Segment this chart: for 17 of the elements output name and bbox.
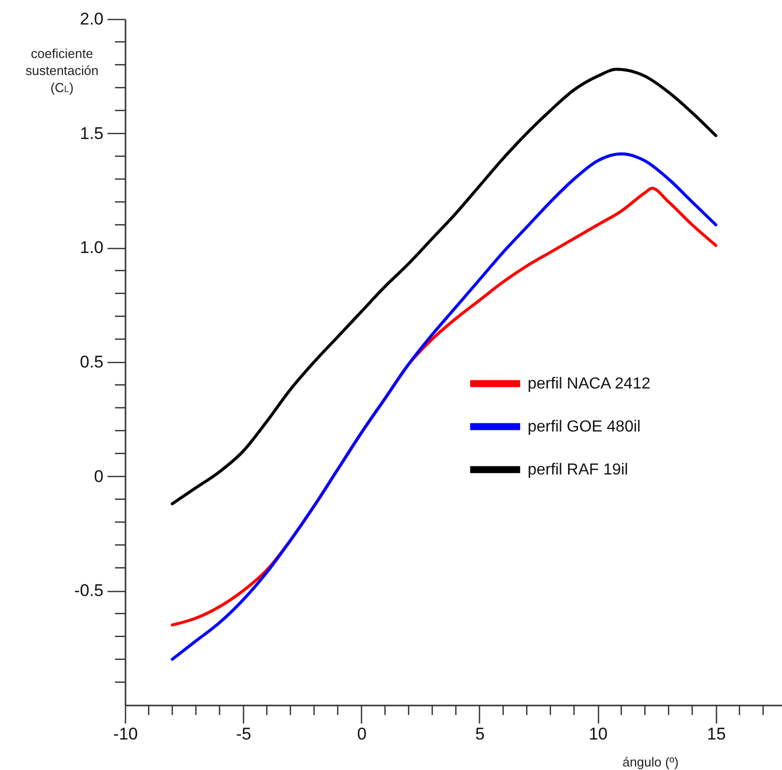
x-tick-label: 10 — [588, 724, 608, 744]
y-tick-label: 1.0 — [80, 238, 104, 258]
y-tick-label: 1.5 — [80, 124, 104, 143]
line-series — [170, 68, 718, 506]
x-tick-label: -10 — [113, 724, 138, 744]
y-tick-label: 0 — [94, 466, 104, 486]
legend-label: perfil RAF 19il — [528, 462, 628, 479]
y-tick-label: -0.5 — [74, 581, 104, 600]
x-tick-label: -5 — [236, 724, 252, 744]
legend-label: perfil NACA 2412 — [528, 376, 650, 393]
x-axis-title: ángulo (º) — [622, 754, 679, 770]
x-tick-label: 5 — [475, 724, 485, 744]
y-tick-label: 0.5 — [80, 352, 104, 372]
legend-label: perfil GOE 480il — [528, 418, 641, 436]
y-tick-label: 2.0 — [80, 10, 104, 28]
x-tick-label: 0 — [357, 724, 367, 744]
x-tick-label: 15 — [706, 724, 726, 744]
